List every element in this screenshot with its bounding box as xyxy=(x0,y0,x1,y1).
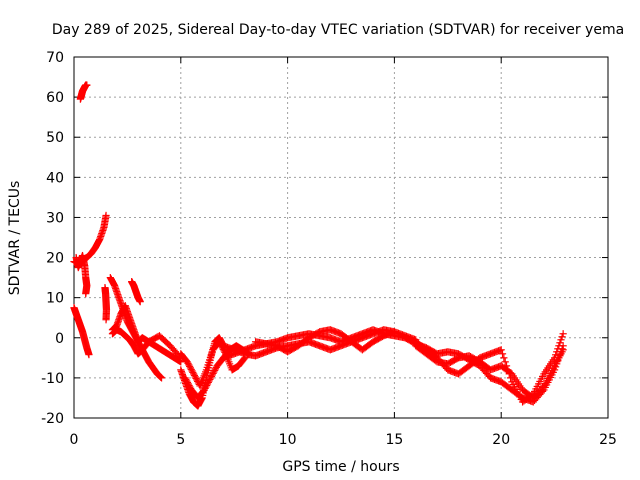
data-point xyxy=(136,298,144,306)
series-dot-column-1.5 xyxy=(101,284,111,324)
y-axis-label: SDTVAR / TECUs xyxy=(7,181,23,296)
data-point xyxy=(378,332,386,341)
y-tick-label: 40 xyxy=(46,170,64,186)
grid-lines xyxy=(74,57,608,418)
data-point xyxy=(83,81,91,89)
series-branch-b xyxy=(108,302,185,366)
data-point xyxy=(102,211,110,220)
data-points xyxy=(70,81,567,410)
chart-title: Day 289 of 2025, Sidereal Day-to-day VTE… xyxy=(52,22,624,38)
x-tick-label: 20 xyxy=(492,432,510,448)
data-point xyxy=(559,330,567,338)
data-point xyxy=(550,366,559,374)
series-mid-band-c xyxy=(251,326,398,356)
y-tick-label: 70 xyxy=(46,50,64,66)
y-tick-label: -10 xyxy=(41,371,64,387)
data-point xyxy=(500,354,508,362)
x-tick-label: 10 xyxy=(279,432,297,448)
x-axis-ticks: 0 5 10 15 20 25 xyxy=(70,57,617,448)
series-blob-3 xyxy=(128,278,144,306)
data-point xyxy=(557,348,565,356)
data-point xyxy=(558,333,566,341)
x-tick-label: 5 xyxy=(176,432,185,448)
data-point xyxy=(82,290,90,298)
data-point xyxy=(552,363,560,371)
data-point xyxy=(498,350,507,358)
y-tick-label: 60 xyxy=(46,90,64,106)
series-late-band-c xyxy=(401,334,567,406)
series-high-early xyxy=(76,81,91,103)
data-point xyxy=(314,328,322,337)
data-point xyxy=(559,342,567,350)
x-axis-label: GPS time / hours xyxy=(282,459,399,475)
data-point xyxy=(157,374,166,382)
x-tick-label: 0 xyxy=(70,432,79,448)
y-tick-label: -20 xyxy=(41,411,64,427)
data-point xyxy=(555,354,563,362)
y-tick-label: 50 xyxy=(46,130,64,146)
data-point xyxy=(558,345,566,353)
data-point xyxy=(497,346,505,354)
y-tick-label: 30 xyxy=(46,210,64,226)
series-branch-c xyxy=(108,326,185,362)
data-point xyxy=(432,357,440,365)
x-tick-label: 15 xyxy=(385,432,403,448)
data-point xyxy=(165,340,173,349)
series-early-drop xyxy=(70,304,93,359)
y-axis-ticks: -20 -10 0 10 20 30 40 50 60 70 xyxy=(41,50,608,427)
y-tick-label: 0 xyxy=(55,331,64,347)
series-upper-scatter xyxy=(72,251,91,298)
data-point xyxy=(557,336,565,344)
x-tick-label: 25 xyxy=(599,432,617,448)
data-point xyxy=(556,339,564,347)
data-point xyxy=(410,339,419,347)
plot-frame xyxy=(73,56,609,419)
data-point xyxy=(554,357,562,365)
data-point xyxy=(506,369,515,377)
data-point xyxy=(556,351,564,359)
y-tick-label: 10 xyxy=(46,291,64,307)
data-point xyxy=(553,360,561,368)
y-tick-label: 20 xyxy=(46,251,64,267)
data-point xyxy=(390,328,398,336)
data-point xyxy=(102,316,110,324)
data-point xyxy=(501,358,509,366)
data-point xyxy=(85,351,93,359)
